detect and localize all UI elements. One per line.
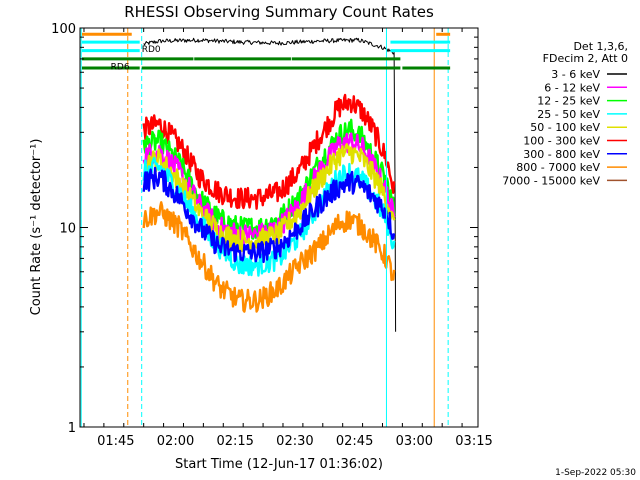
legend-entry-label: 300 - 800 keV [523,148,600,161]
x-tick-label: 03:15 [455,434,492,449]
series-800-7000-kev [142,201,396,313]
y-axis-title: Count Rate (s⁻¹ detector⁻¹) [29,139,44,316]
x-tick-label: 02:30 [276,434,313,449]
x-tick-label: 02:00 [157,434,194,449]
series-layer [142,37,397,332]
x-tick-label: 02:15 [216,434,253,449]
y-tick-label: 10 [59,222,76,237]
legend-entry-label: 25 - 50 keV [537,108,600,121]
legend-entry-label: 100 - 300 keV [523,135,600,148]
status-bars: RD0 RD6 [81,32,451,72]
x-axis: 01:45 02:00 02:15 02:30 02:45 03:00 03:15 [83,28,493,449]
legend-entry-label: 50 - 100 keV [530,121,600,134]
timestamp-label: 1-Sep-2022 05:30 [555,468,636,478]
series-100-300-kev [142,93,396,210]
y-axis: 1 10 100 [51,22,478,436]
legend-header-line: FDecim 2, Att 0 [543,52,628,65]
legend-entry-label: 12 - 25 keV [537,95,600,108]
series-300-800-kev [142,166,396,264]
x-tick-label: 01:45 [97,434,134,449]
x-tick-label: 02:45 [336,434,373,449]
chart-title: RHESSI Observing Summary Count Rates [124,3,434,21]
legend-entry-label: 3 - 6 keV [551,68,600,81]
series-50-100-kev [143,143,396,253]
status-bar-label-1: RD0 [142,45,161,55]
status-bar-label-2: RD6 [111,62,130,72]
legend-header-line: Det 1,3,6, [573,40,628,53]
y-tick-label: 100 [51,22,76,37]
legend-entry-label: 6 - 12 keV [544,81,600,94]
y-tick-label: 1 [68,421,76,436]
x-tick-label: 03:00 [396,434,433,449]
plot-area: RD0 RD6 [80,28,451,427]
series-3-6-kev [143,37,397,332]
x-axis-title: Start Time (12-Jun-17 01:36:02) [175,457,383,472]
legend-entry-label: 7000 - 15000 keV [502,174,600,187]
vertical-markers [80,28,449,427]
legend-entry-label: 800 - 7000 keV [516,161,600,174]
